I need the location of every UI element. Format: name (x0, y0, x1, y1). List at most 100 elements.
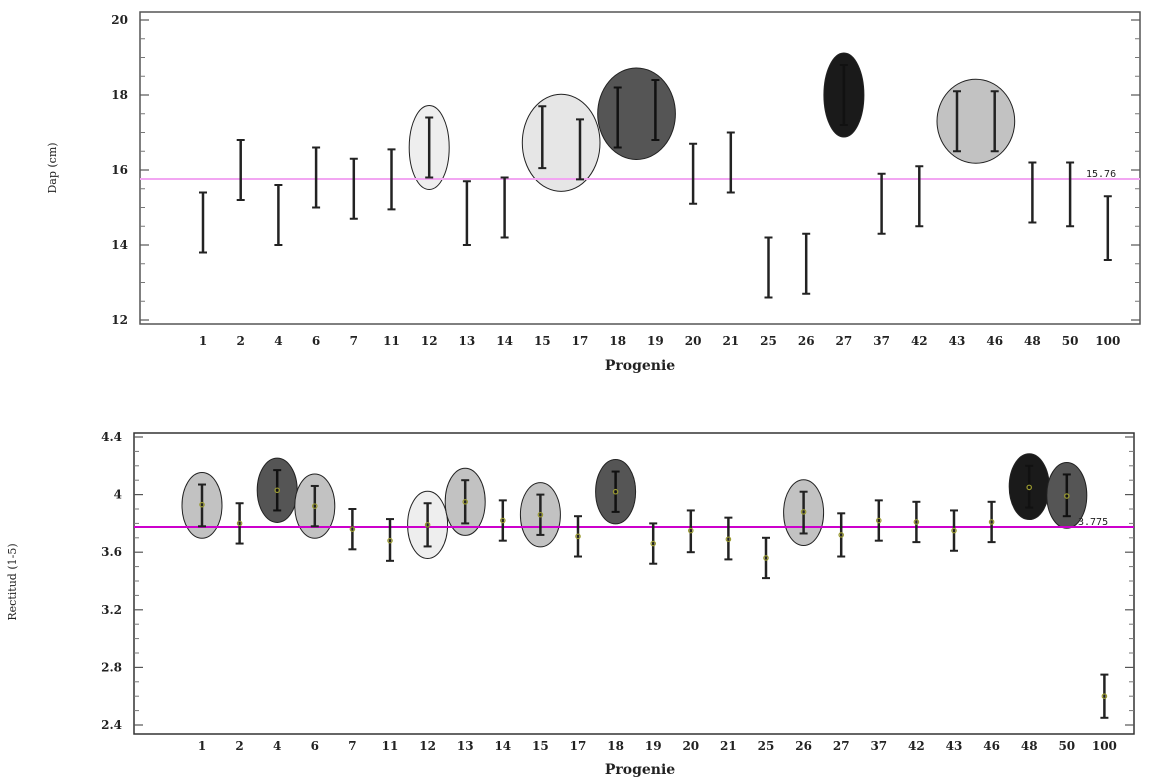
rectitud-mean-point (236, 520, 243, 527)
dap-interval-bars (199, 64, 1112, 299)
rectitud-x-tick-label: 17 (570, 739, 587, 753)
dap-x-tick-label: 1 (199, 334, 207, 348)
rectitud-x-tick-label: 26 (795, 739, 812, 753)
rectitud-x-tick-label: 100 (1092, 739, 1117, 753)
rectitud-y-tick-label: 3.2 (101, 603, 122, 617)
rectitud-x-tick-label: 2 (235, 739, 243, 753)
rectitud-mean-point (349, 526, 356, 532)
rectitud-x-tick-label: 20 (682, 739, 699, 753)
dap-plot-frame (139, 11, 1141, 325)
dap-x-tick-label: 48 (1024, 334, 1041, 348)
rectitud-x-tick-label: 7 (348, 739, 356, 753)
dap-x-tick-label: 18 (609, 334, 626, 348)
dap-x-tick-label: 20 (685, 334, 702, 348)
rectitud-interval-chart: 2.42.83.23.644.4 1 2 4 6 7 11 12 13 14 15 17 18 19 20… (6, 430, 1135, 778)
dap-x-tick-label: 42 (911, 334, 928, 348)
rectitud-mean-point (913, 519, 920, 525)
dap-y-tick-label: 20 (111, 13, 128, 27)
rectitud-y-axis-title: Rectitud (1-5) (6, 543, 19, 620)
dap-x-tick-label: 13 (459, 334, 476, 348)
dap-highlight-ellipse (597, 67, 676, 160)
rectitud-x-tick-label: 50 (1058, 739, 1075, 753)
rectitud-y-tick-label: 2.4 (101, 718, 122, 732)
dap-y-tick-label: 14 (111, 238, 128, 252)
dap-x-tick-label: 46 (986, 334, 1003, 348)
dap-x-tick-label: 4 (274, 334, 282, 348)
rectitud-mean-point (537, 511, 544, 518)
dap-x-axis-title: Progenie (605, 358, 675, 374)
dap-grand-mean-label: 15.76 (1086, 169, 1116, 180)
rectitud-y-tick-label: 2.8 (101, 660, 122, 674)
rectitud-axis-ticks (134, 436, 1134, 726)
rectitud-y-tick-labels: 2.4 2.8 3.2 3.6 4 4.4 (101, 430, 122, 732)
rectitud-interval-bars (198, 464, 1109, 719)
dap-x-tick-label: 19 (647, 334, 664, 348)
rectitud-x-tick-label: 27 (833, 739, 850, 753)
rectitud-x-tick-label: 1 (198, 739, 206, 753)
rectitud-x-tick-label: 21 (720, 739, 737, 753)
rectitud-mean-point (462, 498, 469, 505)
rectitud-x-tick-label: 11 (382, 739, 399, 753)
rectitud-y-tick-label: 4.4 (101, 430, 122, 444)
rectitud-highlight-ellipses (181, 453, 1088, 559)
rectitud-x-tick-label: 15 (532, 739, 549, 753)
rectitud-mean-point (274, 487, 281, 494)
dap-highlight-ellipse (521, 93, 601, 192)
dap-x-tick-label: 11 (383, 334, 400, 348)
rectitud-x-tick-labels: 1 2 4 6 7 11 12 13 14 15 17 18 19 20 21 25 26 27 37 42 43 46 4… (198, 739, 1117, 753)
rectitud-mean-point (725, 536, 732, 543)
rectitud-mean-point (800, 509, 807, 515)
dap-x-tick-label: 17 (572, 334, 589, 348)
dap-x-tick-label: 25 (760, 334, 777, 348)
rectitud-mean-point (951, 527, 957, 534)
dap-y-tick-labels: 12 14 16 18 20 (111, 13, 128, 327)
dap-x-tick-label: 26 (798, 334, 815, 348)
rectitud-mean-point (612, 488, 619, 495)
rectitud-mean-point (1064, 493, 1070, 499)
rectitud-mean-point (499, 517, 506, 524)
rectitud-x-tick-label: 42 (908, 739, 925, 753)
rectitud-mean-point (311, 503, 318, 509)
rectitud-x-tick-label: 37 (870, 739, 887, 753)
rectitud-mean-point (199, 501, 205, 508)
rectitud-mean-point (650, 540, 657, 547)
rectitud-mean-point (875, 517, 882, 524)
dap-x-tick-label: 21 (722, 334, 739, 348)
rectitud-x-tick-label: 46 (983, 739, 1000, 753)
rectitud-x-tick-label: 4 (273, 739, 281, 753)
rectitud-plot-frame (133, 432, 1135, 735)
rectitud-x-tick-label: 6 (311, 739, 319, 753)
rectitud-mean-point (687, 527, 694, 534)
dap-x-tick-label: 43 (949, 334, 966, 348)
rectitud-x-tick-label: 18 (607, 739, 624, 753)
rectitud-mean-point (838, 532, 845, 538)
rectitud-grand-mean-label: 3.775 (1078, 517, 1108, 528)
rectitud-x-tick-label: 13 (457, 739, 474, 753)
dap-x-tick-label: 27 (836, 334, 853, 348)
rectitud-mean-point (387, 537, 393, 544)
dap-x-tick-label: 2 (237, 334, 245, 348)
dap-x-tick-label: 50 (1062, 334, 1079, 348)
rectitud-mean-point (575, 533, 581, 540)
rectitud-x-tick-label: 43 (946, 739, 963, 753)
rectitud-mean-point (763, 555, 769, 561)
dap-highlight-ellipses (408, 52, 1016, 192)
dap-x-tick-label: 6 (312, 334, 320, 348)
rectitud-mean-point (424, 522, 431, 528)
rectitud-mean-point (1026, 484, 1033, 491)
rectitud-mean-point (1101, 693, 1108, 700)
rectitud-x-tick-label: 48 (1021, 739, 1038, 753)
dap-y-tick-label: 18 (111, 88, 128, 102)
dap-x-tick-label: 37 (873, 334, 890, 348)
rectitud-x-tick-label: 14 (494, 739, 511, 753)
rectitud-mean-point (988, 519, 995, 525)
rectitud-x-tick-label: 25 (758, 739, 775, 753)
rectitud-x-axis-title: Progenie (605, 762, 675, 778)
dap-x-tick-label: 14 (496, 334, 513, 348)
dap-y-axis-title: Dap (cm) (46, 142, 59, 193)
dap-x-tick-labels: 1 2 4 6 7 11 12 13 14 15 17 18 19 20 21 25 26 27 37 42 43 46 4… (199, 334, 1121, 348)
dap-x-tick-label: 12 (421, 334, 438, 348)
dap-x-tick-label: 7 (350, 334, 358, 348)
